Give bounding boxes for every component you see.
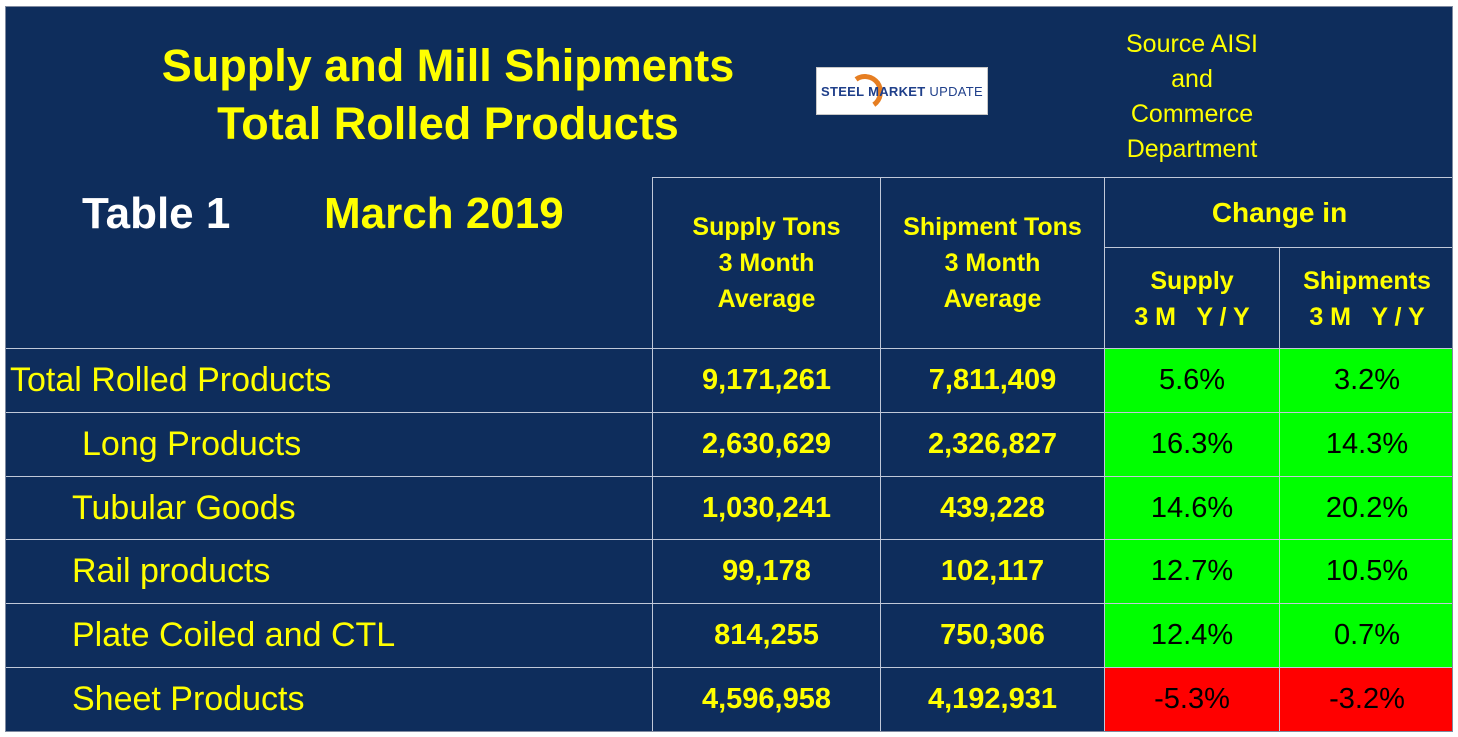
table-label: Table 1 <box>82 189 231 238</box>
shipments-change-cell: 10.5% <box>1280 540 1452 604</box>
source-line-2: and <box>1171 65 1213 93</box>
supply-change-cell: 14.6% <box>1105 476 1279 540</box>
supply-change-cell: 12.4% <box>1105 604 1279 667</box>
header-supply-change: Supply 3 M Y / Y <box>1134 267 1250 331</box>
logo-suffix: UPDATE <box>929 84 983 99</box>
header-shipment-tons: Shipment Tons 3 Month Average <box>903 213 1082 313</box>
header-bottom-line <box>6 348 1452 349</box>
source-line-1: Source AISI <box>1125 30 1259 58</box>
shipments-change-cell: 3.2% <box>1280 349 1452 412</box>
row-label: Plate Coiled and CTL <box>72 616 396 655</box>
shipments-change-cell: -3.2% <box>1280 668 1452 731</box>
slide-frame: Supply and Mill Shipments Total Rolled P… <box>5 6 1453 732</box>
shipments-change-cell: 14.3% <box>1280 412 1452 476</box>
title-line-1: Supply and Mill Shipments <box>161 40 735 91</box>
supply-tons-cell: 99,178 <box>722 555 811 588</box>
header-top-line <box>652 177 1452 178</box>
shipment-tons-cell: 2,326,827 <box>927 427 1057 460</box>
row-label: Sheet Products <box>72 680 305 718</box>
shipment-tons-cell: 4,192,931 <box>927 683 1057 715</box>
source-line-4: Department <box>1126 135 1258 163</box>
row-divider <box>6 667 1452 668</box>
supply-tons-cell: 2,630,629 <box>701 427 831 460</box>
header-shipments-change: Shipments 3 M Y / Y <box>1303 267 1431 331</box>
source-line-3: Commerce <box>1130 100 1254 128</box>
row-divider <box>6 539 1452 541</box>
slide-title: Supply and Mill Shipments Total Rolled P… <box>98 37 798 153</box>
row-label: Long Products <box>82 424 302 463</box>
shipments-change-cell: 20.2% <box>1280 476 1452 540</box>
supply-change-cell: 16.3% <box>1105 412 1279 476</box>
header-supply-tons: Supply Tons 3 Month Average <box>692 213 841 313</box>
title-line-2: Total Rolled Products <box>217 98 679 149</box>
shipment-tons-cell: 750,306 <box>940 619 1045 652</box>
col-divider-2 <box>880 177 881 731</box>
row-label: Total Rolled Products <box>10 361 332 399</box>
shipment-tons-cell: 102,117 <box>940 555 1045 588</box>
source-note: Source AISI and Commerce Department <box>1096 27 1288 167</box>
row-divider <box>6 475 1452 477</box>
shipments-change-cell: 0.7% <box>1280 604 1452 667</box>
supply-tons-cell: 814,255 <box>714 619 819 652</box>
supply-tons-cell: 9,171,261 <box>701 364 831 396</box>
logo-brand: STEEL MARKET <box>821 84 926 99</box>
row-label: Rail products <box>72 552 271 591</box>
col-divider-4 <box>1279 247 1280 731</box>
steel-market-update-logo: STEEL MARKET UPDATE <box>816 67 988 115</box>
row-divider <box>6 603 1452 605</box>
row-label: Tubular Goods <box>72 488 296 527</box>
supply-change-cell: -5.3% <box>1105 668 1279 731</box>
table-month: March 2019 <box>324 189 564 238</box>
shipment-tons-cell: 439,228 <box>940 491 1045 524</box>
supply-tons-cell: 4,596,958 <box>701 683 831 715</box>
header-change-in: Change in <box>1211 197 1348 228</box>
col-divider-1 <box>652 177 653 731</box>
supply-change-cell: 12.7% <box>1105 540 1279 604</box>
change-sub-line <box>1104 247 1452 248</box>
shipment-tons-cell: 7,811,409 <box>928 364 1057 396</box>
row-divider <box>6 411 1452 413</box>
col-divider-3 <box>1104 177 1105 731</box>
supply-change-cell: 5.6% <box>1105 349 1279 412</box>
supply-tons-cell: 1,030,241 <box>701 491 831 524</box>
